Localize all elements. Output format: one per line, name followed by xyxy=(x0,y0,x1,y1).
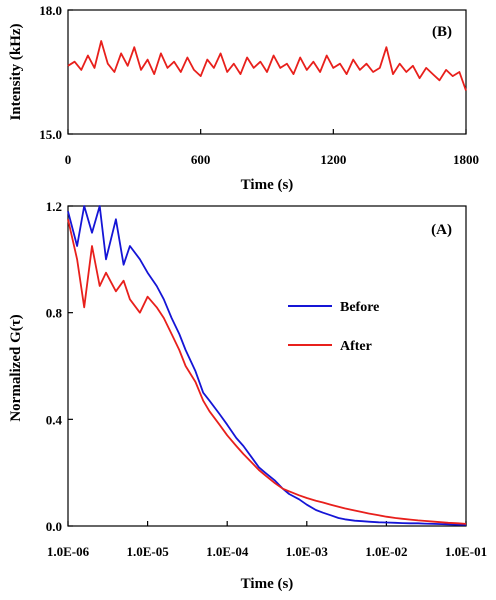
panel-a-x-tick-label: 1.0E-04 xyxy=(206,544,249,559)
panel-a-y-tick-label: 0.4 xyxy=(46,412,63,427)
panel-a-frame xyxy=(67,205,467,527)
panel-b-label: (B) xyxy=(432,24,452,40)
panel-b-y-axis-label: Intensity (kHz) xyxy=(8,23,24,120)
panel-b-x-tick-label: 0 xyxy=(65,152,72,167)
panel-a-x-tick-label: 1.0E-06 xyxy=(47,544,90,559)
after-series-line xyxy=(67,219,467,525)
panel-b-x-tick-label: 1200 xyxy=(320,152,346,167)
panel-a-x-tick-label: 1.0E-01 xyxy=(445,544,487,559)
panel-b-x-axis-label: Time (s) xyxy=(241,177,294,193)
panel-b-y-tick-label: 15.0 xyxy=(39,127,62,142)
before-series-line xyxy=(67,205,467,526)
panel-a-label: (A) xyxy=(431,222,452,238)
panel-a-y-axis-label: Normalized G(τ) xyxy=(8,314,24,421)
panel-a-x-tick-label: 1.0E-02 xyxy=(365,544,407,559)
intensity-series-line xyxy=(67,40,467,91)
legend-label-after: After xyxy=(340,339,372,354)
legend-label-before: Before xyxy=(340,300,379,315)
correlation-panel: 1.0E-06 1.0E-05 1.0E-04 1.0E-03 1.0E-02 1.0E-… xyxy=(8,199,487,592)
panel-b-x-tick-label: 1800 xyxy=(453,152,479,167)
panel-a-y-tick-label: 0.8 xyxy=(46,306,63,321)
panel-a-x-tick-label: 1.0E-03 xyxy=(286,544,329,559)
panel-b-y-tick-label: 18.0 xyxy=(39,3,62,18)
intensity-trace-panel: 0 600 1200 1800 15.0 18.0 (B) Intensity (kHz)… xyxy=(8,3,479,193)
panel-a-y-tick-label: 0.0 xyxy=(46,519,62,534)
panel-a-x-tick-label: 1.0E-05 xyxy=(126,544,169,559)
panel-b-frame xyxy=(67,9,467,135)
legend: Before After xyxy=(288,300,379,354)
panel-a-y-tick-label: 1.2 xyxy=(46,199,62,214)
panel-a-x-axis-label: Time (s) xyxy=(241,576,294,592)
panel-b-x-tick-label: 600 xyxy=(191,152,211,167)
